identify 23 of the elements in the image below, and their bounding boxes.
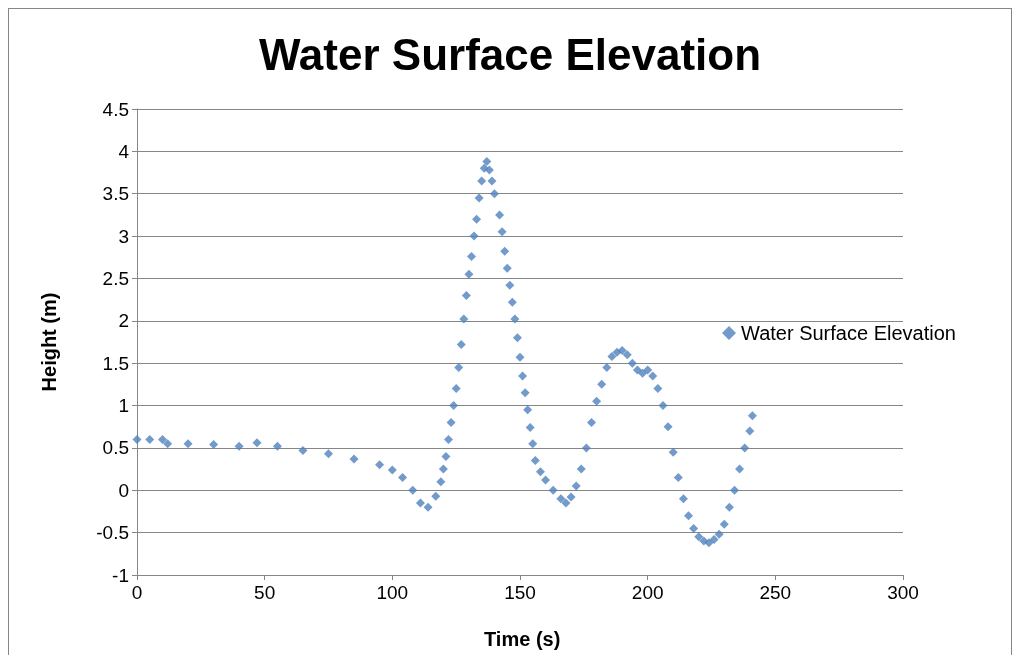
y-tick-label: 2.5 xyxy=(102,267,129,289)
x-tick-label: 50 xyxy=(254,582,276,603)
x-tick-label: 300 xyxy=(887,582,919,603)
y-tick-label: 2 xyxy=(118,310,129,332)
legend-label: Water Surface Elevation xyxy=(741,322,956,344)
y-tick-label: -1 xyxy=(112,564,129,586)
x-tick-label: 100 xyxy=(376,582,409,603)
y-tick-label: 0.5 xyxy=(102,437,129,459)
x-axis-title: Time (s) xyxy=(484,628,561,650)
y-tick-label: 0 xyxy=(118,479,129,501)
y-tick-label: 3.5 xyxy=(102,183,129,205)
y-tick-label: -0.5 xyxy=(96,522,129,544)
x-tick-label: 200 xyxy=(631,582,664,603)
y-tick-label: 1.5 xyxy=(102,352,129,374)
y-tick-label: 3 xyxy=(118,225,129,247)
y-tick-label: 4.5 xyxy=(102,98,129,120)
x-tick-label: 250 xyxy=(759,582,792,603)
y-tick-label: 4 xyxy=(118,140,130,162)
chart-title: Water Surface Elevation xyxy=(258,29,762,79)
y-tick-label: 1 xyxy=(118,395,129,417)
y-axis-title: Height (m) xyxy=(38,292,60,392)
x-tick-label: 150 xyxy=(504,582,536,603)
x-tick-label: 0 xyxy=(131,582,143,603)
